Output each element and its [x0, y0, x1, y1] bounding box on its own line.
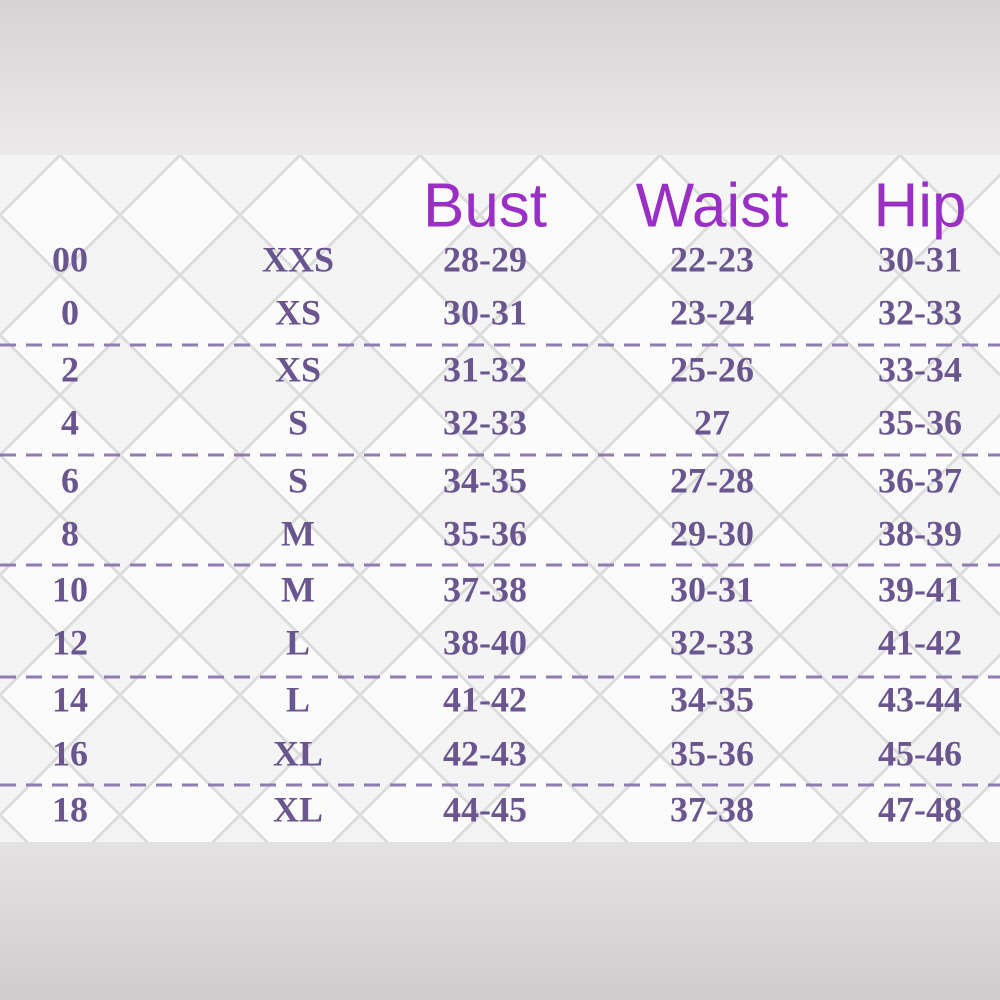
table-cell: 35-36 [878, 402, 962, 442]
table-cell: 25-26 [670, 349, 754, 389]
table-cell: 35-36 [443, 513, 527, 553]
table-cell: 42-43 [443, 733, 527, 773]
table-cell: 16 [52, 733, 88, 773]
table-cell: 47-48 [878, 789, 962, 829]
table-cell: L [286, 679, 310, 719]
table-cell: 39-41 [878, 569, 962, 609]
table-cell: 37-38 [443, 569, 527, 609]
table-cell: 32-33 [670, 622, 754, 662]
table-cell: 30-31 [878, 239, 962, 279]
table-cell: 10 [52, 569, 88, 609]
table-cell: XS [275, 292, 321, 332]
table-cell: 34-35 [443, 460, 527, 500]
table-cell: 0 [61, 292, 79, 332]
table-cell: XS [275, 349, 321, 389]
table-cell: 14 [52, 679, 88, 719]
table-cell: 27 [694, 402, 730, 442]
table-cell: M [281, 569, 315, 609]
table-cell: 27-28 [670, 460, 754, 500]
table-cell: 32-33 [443, 402, 527, 442]
table-cell: 41-42 [878, 622, 962, 662]
table-cell: 00 [52, 239, 88, 279]
table-cell: 30-31 [670, 569, 754, 609]
bottom-background [0, 842, 1000, 1000]
table-cell: XL [273, 789, 323, 829]
table-cell: 30-31 [443, 292, 527, 332]
row-separators [0, 343, 1000, 787]
table-cell: 32-33 [878, 292, 962, 332]
table-cell: 8 [61, 513, 79, 553]
table-cell: XL [273, 733, 323, 773]
table-cell: 35-36 [670, 733, 754, 773]
table-cell: 33-34 [878, 349, 962, 389]
table-cell: 31-32 [443, 349, 527, 389]
table-cell: M [281, 513, 315, 553]
table-cell: 44-45 [443, 789, 527, 829]
table-cell: L [286, 622, 310, 662]
table-cell: 38-39 [878, 513, 962, 553]
table-cell: 36-37 [878, 460, 962, 500]
table-cell: 12 [52, 622, 88, 662]
table-cell: 43-44 [878, 679, 962, 719]
table-cell: 2 [61, 349, 79, 389]
table-cell: 29-30 [670, 513, 754, 553]
column-header: Hip [873, 171, 966, 240]
table-cell: 34-35 [670, 679, 754, 719]
table-cell: S [288, 460, 308, 500]
table-cell: 4 [61, 402, 79, 442]
table-cell: 38-40 [443, 622, 527, 662]
table-cell: 6 [61, 460, 79, 500]
column-header: Bust [423, 171, 547, 240]
table-cell: XXS [262, 239, 334, 279]
quilted-panel [0, 155, 1000, 842]
table-cell: 41-42 [443, 679, 527, 719]
table-cell: 37-38 [670, 789, 754, 829]
table-cell: 18 [52, 789, 88, 829]
table-cell: 23-24 [670, 292, 754, 332]
table-cell: 45-46 [878, 733, 962, 773]
column-header: Waist [636, 171, 789, 240]
table-cell: 22-23 [670, 239, 754, 279]
top-background [0, 0, 1000, 160]
table-cell: 28-29 [443, 239, 527, 279]
table-cell: S [288, 402, 308, 442]
